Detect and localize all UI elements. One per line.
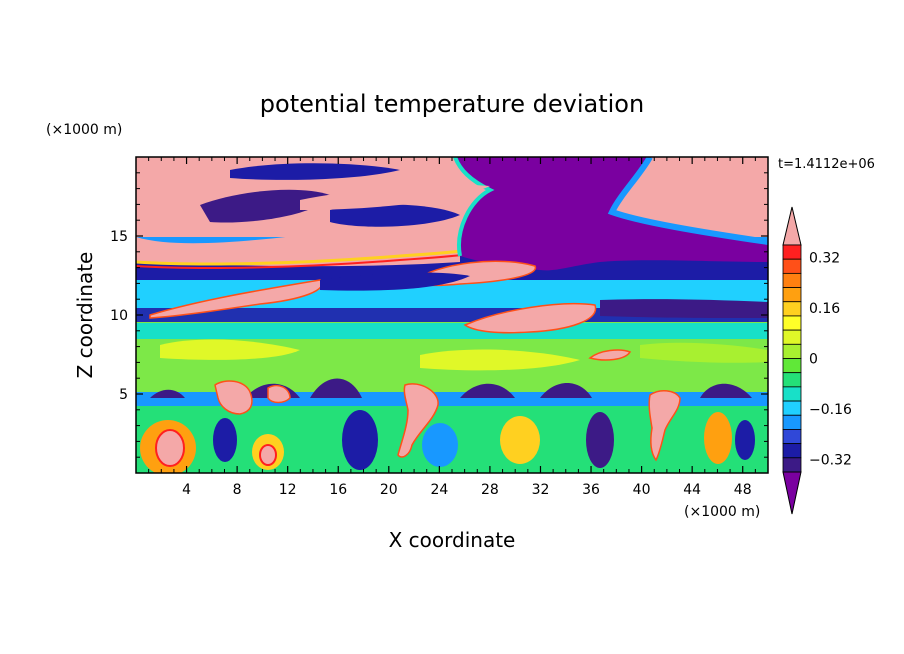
y-axis: 5 10 15 bbox=[110, 172, 768, 458]
field-upper-blob-2 bbox=[330, 204, 460, 227]
y-tick-label: 5 bbox=[119, 387, 128, 403]
colorbar-swatch bbox=[782, 429, 802, 445]
colorbar-swatch bbox=[782, 258, 802, 274]
colorbar-swatch bbox=[782, 358, 802, 374]
x-tick-label: 48 bbox=[734, 482, 752, 498]
x-tick-label: 20 bbox=[380, 482, 398, 498]
field-cell-2-core bbox=[259, 444, 277, 466]
time-label: t=1.4112e+06 bbox=[778, 157, 875, 172]
colorbar-bottom-arrow bbox=[782, 471, 802, 515]
colorbar-tick-label: 0 bbox=[809, 352, 818, 368]
field-lower-yellow-2 bbox=[420, 349, 580, 371]
x-tick-label: 40 bbox=[633, 482, 651, 498]
field-lower-dome-3 bbox=[460, 383, 515, 398]
field-lower-yellow-3 bbox=[640, 342, 768, 363]
field-mid-darkband-2 bbox=[600, 299, 768, 318]
colorbar-swatch bbox=[782, 372, 802, 388]
field-upper-blob-1 bbox=[200, 189, 330, 223]
field-plume-small bbox=[267, 384, 291, 404]
field-lower-dome-4 bbox=[540, 383, 592, 398]
x-tick-label: 32 bbox=[532, 482, 550, 498]
field-cell-7 bbox=[704, 412, 732, 464]
x-tick-label: 12 bbox=[279, 482, 297, 498]
field-top-rainbow-edge bbox=[136, 248, 471, 266]
field-plume-left bbox=[214, 380, 253, 415]
x-tick-label: 44 bbox=[683, 482, 701, 498]
field-cell-5 bbox=[500, 416, 540, 464]
field-pink-lens-3 bbox=[463, 302, 597, 334]
plot-area bbox=[136, 157, 768, 473]
field-lower-dome-2 bbox=[310, 378, 362, 398]
field-band-lowcyan bbox=[136, 323, 768, 339]
field-top-red-edge bbox=[136, 253, 471, 269]
x-tick-label: 4 bbox=[182, 482, 191, 498]
colorbar-swatch bbox=[782, 329, 802, 345]
colorbar-tick-label: −0.32 bbox=[809, 452, 852, 468]
field-mid-darkband-1 bbox=[320, 272, 470, 291]
field-upper-blob-3 bbox=[230, 163, 400, 180]
field-cell-9 bbox=[213, 418, 237, 462]
y-tick-label: 10 bbox=[110, 308, 128, 324]
field-plume-edge-right bbox=[607, 157, 768, 245]
x-tick-label: 16 bbox=[329, 482, 347, 498]
field-cell-3 bbox=[342, 410, 378, 470]
colorbar-swatch bbox=[782, 386, 802, 402]
field-cell-1-core bbox=[155, 429, 185, 467]
field-lower-dome-6 bbox=[150, 389, 185, 398]
chart-title: potential temperature deviation bbox=[260, 90, 644, 118]
colorbar-tick-label: 0.16 bbox=[809, 301, 840, 317]
colorbar-swatch bbox=[782, 443, 802, 459]
colorbar: 0.32 0.16 0 −0.16 −0.32 bbox=[782, 206, 852, 515]
colorbar-swatch bbox=[782, 400, 802, 416]
field-top-pink-edge bbox=[136, 218, 460, 267]
colorbar-swatch bbox=[782, 414, 802, 430]
x-axis-label: X coordinate bbox=[389, 528, 516, 552]
colorbar-swatch bbox=[782, 457, 802, 473]
colorbar-tick-label: −0.16 bbox=[809, 402, 852, 418]
field-lower-yellow-1 bbox=[160, 339, 300, 360]
field-pink-lens-1 bbox=[149, 279, 323, 319]
field-upper-pinkband bbox=[300, 184, 490, 210]
colorbar-swatch bbox=[782, 315, 802, 331]
colorbar-swatch bbox=[782, 272, 802, 288]
field-plume-right bbox=[648, 390, 681, 462]
field-plume-edge-green bbox=[453, 157, 495, 257]
x-tick-label: 36 bbox=[582, 482, 600, 498]
field-cell-4 bbox=[422, 423, 458, 467]
x-axis-units: (×1000 m) bbox=[684, 504, 760, 520]
colorbar-tick-label: 0.32 bbox=[809, 251, 840, 267]
field-pink-lens-4 bbox=[588, 349, 632, 361]
colorbar-swatch bbox=[782, 301, 802, 317]
colorbar-swatch bbox=[782, 287, 802, 303]
field-cell-8 bbox=[735, 420, 755, 460]
field-lower-dome-5 bbox=[700, 383, 752, 398]
x-tick-label: 8 bbox=[233, 482, 242, 498]
field-plume-mid bbox=[397, 383, 439, 458]
y-axis-label: Z coordinate bbox=[73, 252, 97, 379]
x-tick-label: 24 bbox=[430, 482, 448, 498]
x-tick-label: 28 bbox=[481, 482, 499, 498]
colorbar-swatch bbox=[782, 244, 802, 260]
x-axis: 4 8 12 16 20 24 28 32 36 40 44 48 bbox=[148, 157, 756, 498]
colorbar-swatch bbox=[782, 343, 802, 359]
colorbar-top-arrow bbox=[782, 206, 802, 246]
y-tick-label: 15 bbox=[110, 229, 128, 245]
y-axis-units: (×1000 m) bbox=[46, 122, 122, 138]
field-cell-6 bbox=[586, 412, 614, 468]
